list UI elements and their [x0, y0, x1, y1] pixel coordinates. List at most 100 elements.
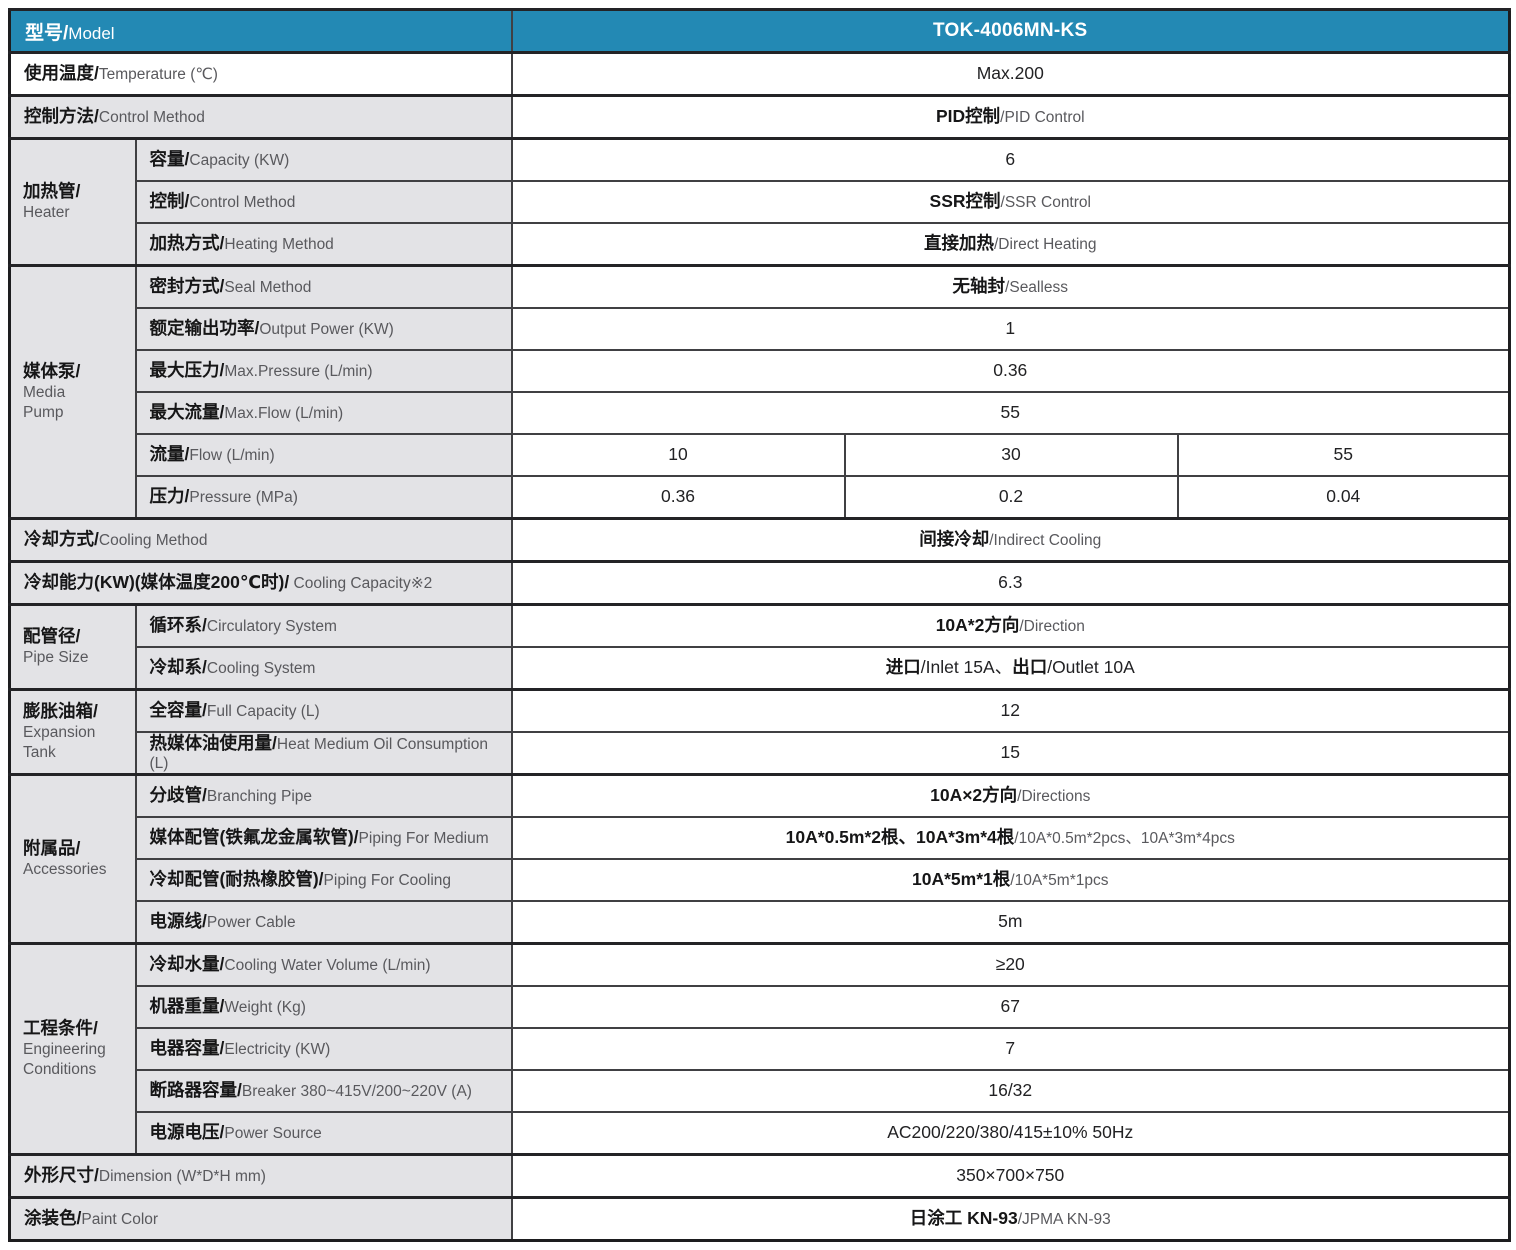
- value-segment: /SSR Control: [1000, 194, 1091, 212]
- label-en: Control Method: [189, 194, 296, 212]
- label-en: Control Method: [98, 109, 205, 127]
- label-en: Piping For Medium: [358, 830, 489, 848]
- row-pump-seal-method: 媒体泵/Media Pump 密封方式/Seal Method 无轴封/Sealle…: [8, 264, 1511, 520]
- label-en: Paint Color: [81, 1211, 159, 1229]
- value-pump-pressure-1: 0.2: [843, 475, 1179, 520]
- group-cell-engineering-conditions: 工程条件/Engineering Conditions: [8, 942, 137, 1156]
- row-acc-branching-pipe: 附属品/Accessories 分歧管/Branching Pipe 10A×2方向…: [8, 773, 1511, 945]
- value-heater-control: SSR控制/SSR Control: [510, 180, 1511, 224]
- group-en: Pipe Size: [23, 649, 89, 666]
- label-en: Power Cable: [206, 914, 296, 932]
- value-temperature: Max.200: [510, 51, 1511, 97]
- value-segment: /Directions: [1017, 788, 1091, 806]
- value-segment: Max.200: [976, 63, 1044, 84]
- value-pump-pressure-0: 0.36: [510, 475, 846, 520]
- label-eng-electricity: 电器容量/Electricity (KW): [134, 1027, 513, 1071]
- model-number: TOK-4006MN-KS: [932, 20, 1088, 41]
- value-segment: 间接冷却: [919, 529, 990, 550]
- value-heater-heating-method: 直接加热/Direct Heating: [510, 222, 1511, 267]
- value-acc-power-cable: 5m: [510, 900, 1511, 945]
- label-en: Flow (L/min): [189, 447, 275, 465]
- value-tank-full-capacity: 12: [510, 688, 1511, 733]
- value-segment: /Outlet 10A: [1047, 657, 1135, 678]
- value-segment: 日涂工 KN-93: [909, 1208, 1018, 1229]
- value-segment: ≥20: [995, 954, 1025, 975]
- value-cooling-capacity: 6.3: [510, 560, 1511, 606]
- value-pump-output-power: 1: [510, 307, 1511, 351]
- row-pump-flow: 流量/Flow (L/min) 10 30 55: [10, 433, 1511, 477]
- label-tank-oil-consumption: 热媒体油使用量/Heat Medium Oil Consumption (L): [134, 731, 513, 776]
- value-segment: 0.36: [993, 360, 1028, 381]
- label-cn: 控制方法/: [24, 106, 99, 127]
- label-en: Full Capacity (L): [206, 703, 320, 721]
- value-segment: 无轴封: [952, 276, 1006, 297]
- group-en: Engineering Conditions: [23, 1041, 106, 1078]
- value-pump-flow-2: 55: [1176, 433, 1511, 477]
- row-dimension: 外形尺寸/Dimension (W*D*H mm) 350×700×750: [8, 1153, 1511, 1199]
- row-heater-control: 控制/Control Method SSR控制/SSR Control: [10, 180, 1511, 224]
- value-text: 30: [1001, 444, 1021, 465]
- label-en: Max.Pressure (L/min): [224, 363, 373, 381]
- label-en: Branching Pipe: [206, 788, 312, 806]
- label-pump-flow: 流量/Flow (L/min): [134, 433, 513, 477]
- group-cn: 附属品/: [23, 838, 81, 858]
- value-text: 55: [1333, 444, 1353, 465]
- value-text: 10: [668, 444, 688, 465]
- label-eng-breaker: 断路器容量/Breaker 380~415V/200~220V (A): [134, 1069, 513, 1113]
- label-en: Power Source: [224, 1125, 322, 1143]
- label-heater-heating-method: 加热方式/Heating Method: [134, 222, 513, 267]
- value-paint-color: 日涂工 KN-93/JPMA KN-93: [510, 1196, 1511, 1242]
- group-cell-heater: 加热管/Heater: [8, 137, 137, 267]
- row-heater-heating-method: 加热方式/Heating Method 直接加热/Direct Heating: [10, 222, 1511, 267]
- value-segment: PID控制: [935, 106, 1001, 127]
- label-acc-branching-pipe: 分歧管/Branching Pipe: [134, 773, 513, 818]
- model-label-cell: 型号/Model: [8, 8, 513, 54]
- label-cn: 全容量/: [149, 700, 207, 721]
- label-en: Temperature (℃): [98, 66, 218, 84]
- label-pump-pressure: 压力/Pressure (MPa): [134, 475, 513, 520]
- group-cell-expansion-tank: 膨胀油箱/Expansion Tank: [8, 688, 137, 776]
- label-en: Model: [68, 23, 115, 43]
- row-pump-output-power: 额定输出功率/Output Power (KW) 1: [10, 307, 1511, 351]
- label-en: Dimension (W*D*H mm): [98, 1168, 266, 1186]
- label-eng-power-source: 电源电压/Power Source: [134, 1111, 513, 1156]
- row-pipe-circulatory: 配管径/Pipe Size 循环系/Circulatory System 10A*2…: [8, 603, 1511, 691]
- value-tank-oil-consumption: 15: [510, 731, 1511, 776]
- model-value-cell: TOK-4006MN-KS: [510, 8, 1511, 54]
- value-segment: /Direction: [1019, 618, 1085, 636]
- row-acc-power-cable: 电源线/Power Cable 5m: [10, 900, 1511, 945]
- value-pump-seal-method: 无轴封/Sealless: [510, 264, 1511, 309]
- row-eng-cooling-water: 工程条件/Engineering Conditions 冷却水量/Cooling …: [8, 942, 1511, 1156]
- value-segment: /JPMA KN-93: [1017, 1211, 1111, 1229]
- group-cn: 配管径/: [23, 626, 81, 646]
- value-segment: /Inlet 15A、: [920, 657, 1013, 678]
- value-segment: 直接加热: [924, 233, 994, 254]
- value-segment: 55: [1000, 402, 1020, 423]
- value-segment: 6: [1005, 149, 1016, 170]
- label-pump-max-flow: 最大流量/Max.Flow (L/min): [134, 391, 513, 435]
- label-cn: 断路器容量/: [149, 1080, 242, 1101]
- value-acc-branching-pipe: 10A×2方向/Directions: [510, 773, 1511, 818]
- label-cn: 冷却能力(KW)(媒体温度200℃时)/: [24, 572, 290, 593]
- label-en: Pressure (MPa): [189, 489, 298, 507]
- label-eng-cooling-water: 冷却水量/Cooling Water Volume (L/min): [134, 942, 513, 987]
- value-acc-piping-medium: 10A*0.5m*2根、10A*3m*4根/10A*0.5m*2pcs、10A*…: [510, 816, 1511, 860]
- label-cn: 电源线/: [149, 911, 207, 932]
- value-dimension: 350×700×750: [510, 1153, 1511, 1199]
- value-segment: /10A*0.5m*2pcs、10A*3m*4pcs: [1014, 830, 1235, 848]
- label-cn: 压力/: [149, 486, 190, 507]
- row-pipe-cooling: 冷却系/Cooling System 进口/Inlet 15A、出口/Outlet…: [10, 646, 1511, 691]
- label-en: Seal Method: [224, 279, 312, 297]
- value-segment: 67: [1000, 996, 1020, 1017]
- row-acc-piping-medium: 媒体配管(铁氟龙金属软管)/Piping For Medium 10A*0.5m*…: [10, 816, 1511, 860]
- label-cn: 热媒体油使用量/: [149, 733, 277, 754]
- value-segment: /PID Control: [1000, 109, 1085, 127]
- row-temperature: 使用温度/Temperature (℃) Max.200: [8, 51, 1511, 97]
- value-segment: 10A×2方向: [930, 785, 1018, 806]
- label-cn: 控制/: [149, 191, 190, 212]
- value-eng-breaker: 16/32: [510, 1069, 1511, 1113]
- label-pump-max-pressure: 最大压力/Max.Pressure (L/min): [134, 349, 513, 393]
- value-segment: /Indirect Cooling: [989, 532, 1102, 550]
- spec-table: 型号/Model TOK-4006MN-KS 使用温度/Temperature (℃…: [8, 8, 1512, 1242]
